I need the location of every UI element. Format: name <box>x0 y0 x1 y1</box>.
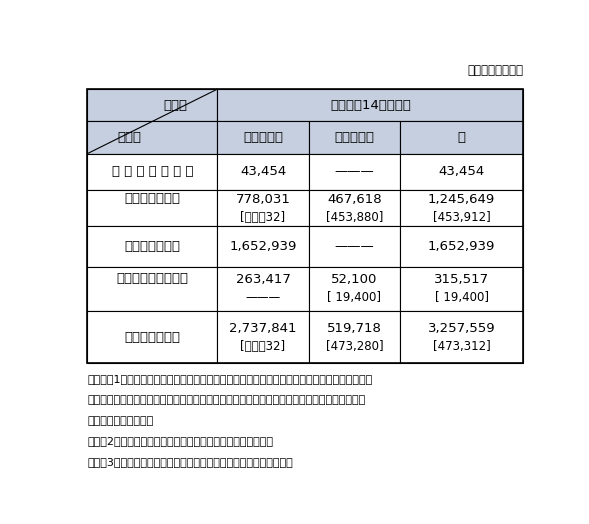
Bar <box>87 89 523 364</box>
Text: ———: ——— <box>335 240 374 253</box>
Bar <box>217 226 309 267</box>
Text: 2,737,841: 2,737,841 <box>229 322 297 335</box>
Bar <box>400 267 523 311</box>
Text: 1,652,939: 1,652,939 <box>229 240 297 253</box>
Bar <box>309 267 400 311</box>
Text: [　　　32]: [ 32] <box>240 211 286 224</box>
Text: [　　　32]: [ 32] <box>240 340 286 353</box>
Text: 計: 計 <box>458 131 466 144</box>
Text: 43,454: 43,454 <box>240 165 286 178</box>
Text: 43,454: 43,454 <box>438 165 485 178</box>
Text: 災　害　予　防: 災 害 予 防 <box>124 192 180 204</box>
Text: 予　算　額: 予 算 額 <box>243 131 283 144</box>
Text: 合　　　　　計: 合 計 <box>124 331 180 344</box>
Bar <box>87 311 217 364</box>
Bar <box>400 154 523 190</box>
Text: 科 学 技 術 の 研 究: 科 学 技 術 の 研 究 <box>112 165 193 178</box>
Text: 項　目: 項 目 <box>118 131 141 144</box>
Text: 519,718: 519,718 <box>327 322 382 335</box>
Bar <box>309 154 400 190</box>
Text: 2．〔　〕は，政府関係機関の予算額等で内数である。: 2．〔 〕は，政府関係機関の予算額等で内数である。 <box>87 436 273 446</box>
Bar <box>87 122 217 154</box>
Text: 融　資　額: 融 資 額 <box>335 131 375 144</box>
Text: ———: ——— <box>246 291 281 304</box>
Bar <box>400 311 523 364</box>
Text: [453,912]: [453,912] <box>433 211 491 224</box>
Bar <box>309 226 400 267</box>
Text: 315,517: 315,517 <box>434 274 489 287</box>
Bar <box>217 89 523 122</box>
Bar <box>400 190 523 226</box>
Text: 263,417: 263,417 <box>236 274 290 287</box>
Bar <box>87 89 217 122</box>
Text: [ 19,400]: [ 19,400] <box>327 291 381 304</box>
Bar <box>217 154 309 190</box>
Text: 52,100: 52,100 <box>331 274 378 287</box>
Text: ———: ——— <box>335 165 374 178</box>
Text: 一般会計と特別会計との間及び政府関係機関との間の重複計数を除いて集計したも: 一般会計と特別会計との間及び政府関係機関との間の重複計数を除いて集計したも <box>87 395 366 405</box>
Text: 778,031: 778,031 <box>236 193 290 206</box>
Bar <box>400 226 523 267</box>
Text: [473,280]: [473,280] <box>326 340 383 353</box>
Text: 1,245,649: 1,245,649 <box>428 193 495 206</box>
Bar <box>217 190 309 226</box>
Bar <box>309 311 400 364</box>
Bar <box>400 122 523 154</box>
Text: 467,618: 467,618 <box>327 193 382 206</box>
Text: 1,652,939: 1,652,939 <box>428 240 495 253</box>
Bar <box>309 122 400 154</box>
Bar <box>217 122 309 154</box>
Bar <box>87 267 217 311</box>
Text: 3,257,559: 3,257,559 <box>428 322 495 335</box>
Bar <box>87 154 217 190</box>
Text: 災　害　復　旧　等: 災 害 復 旧 等 <box>117 272 188 285</box>
Bar <box>217 311 309 364</box>
Bar <box>309 190 400 226</box>
Text: 平　成　14　年　度: 平 成 14 年 度 <box>330 99 411 112</box>
Text: （注）　1．政府の当初予算における防災関係予算額等を各項目ごとに百万円未満四捨五入し，: （注） 1．政府の当初予算における防災関係予算額等を各項目ごとに百万円未満四捨五… <box>87 374 373 384</box>
Text: （単位：百万円）: （単位：百万円） <box>467 64 523 77</box>
Text: [453,880]: [453,880] <box>326 211 383 224</box>
Text: 3．単位未満四捨五入のため合計と一致しないところがある。: 3．単位未満四捨五入のため合計と一致しないところがある。 <box>87 457 293 467</box>
Text: [473,312]: [473,312] <box>433 340 491 353</box>
Bar <box>87 190 217 226</box>
Text: 区　分: 区 分 <box>163 99 187 112</box>
Text: 国　土　保　全: 国 土 保 全 <box>124 240 180 253</box>
Text: のである。: のである。 <box>87 416 154 425</box>
Bar <box>217 267 309 311</box>
Text: [ 19,400]: [ 19,400] <box>435 291 489 304</box>
Bar <box>87 226 217 267</box>
